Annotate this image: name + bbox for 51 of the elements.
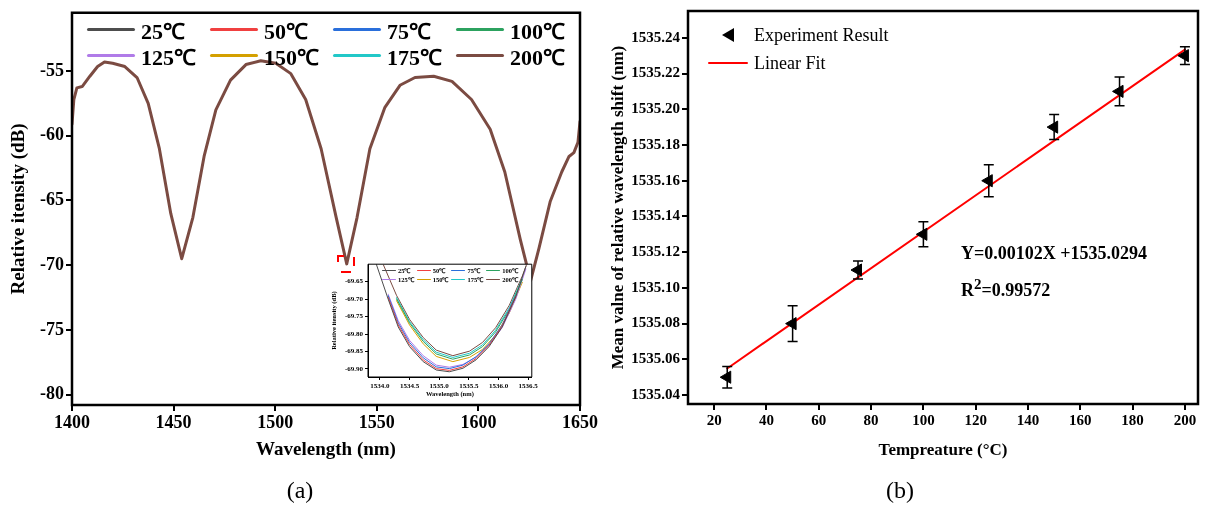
legend-label: 175℃: [387, 44, 442, 70]
x-tick-label: 40: [758, 411, 774, 428]
y-tick-label: -55: [40, 59, 64, 80]
legend-label: 25℃: [141, 17, 185, 45]
x-tick-label: 1600: [460, 412, 497, 433]
x-axis-title: Tempreature (°C): [878, 440, 1008, 460]
x-tick-label: 1450: [155, 412, 192, 433]
legend-label: Experiment Result: [754, 24, 889, 46]
y-tick-label: 1535.20: [631, 100, 680, 117]
x-tick-label: 200: [1173, 411, 1197, 428]
legend-label: 200℃: [510, 44, 565, 70]
legend-label: 125℃: [141, 44, 196, 70]
y-axis-title: Mean valne of relative wavelength shift (nm): [607, 45, 627, 370]
y-axis-title: Relative itensity (dB): [7, 123, 30, 295]
x-axis-title: Wavelength (nm): [256, 437, 396, 460]
x-tick-label: 140: [1016, 411, 1040, 428]
y-tick-label: -80: [40, 383, 64, 404]
y-tick-label: 1535.10: [631, 278, 680, 295]
y-tick-label: 1535.24: [631, 28, 681, 45]
y-tick-label: 1535.08: [631, 314, 680, 331]
y-tick-label: -75: [40, 318, 64, 339]
y-tick-label: 1535.14: [631, 207, 681, 224]
y-tick-label: 1535.06: [631, 350, 681, 367]
y-tick-label: 1535.16: [631, 171, 681, 188]
x-tick-label: 180: [1121, 411, 1144, 428]
y-tick-label: -70: [40, 253, 64, 274]
legend-label: Linear Fit: [754, 52, 826, 74]
y-tick-label: 1535.18: [631, 135, 680, 152]
x-tick-label: 100: [912, 411, 935, 428]
x-tick-label: 160: [1069, 411, 1092, 428]
x-tick-label: 1400: [54, 412, 90, 433]
x-tick-label: 20: [706, 411, 722, 428]
y-tick-label: 1535.22: [631, 64, 680, 81]
y-tick-label: -60: [40, 124, 64, 145]
x-tick-label: 80: [863, 411, 879, 428]
y-tick-label: -65: [40, 189, 64, 210]
legend-label: 100℃: [510, 17, 565, 45]
x-tick-label: 1550: [358, 412, 395, 433]
annotation: R$^{2}$=0.99572: [961, 275, 1051, 301]
x-tick-label: 60: [811, 411, 827, 428]
legend-label: 75℃: [387, 17, 431, 45]
text: (a): [286, 476, 314, 504]
annotation: Y=0.00102X +1535.0294: [961, 242, 1148, 264]
x-tick-label: 1500: [257, 412, 294, 433]
y-tick-label: 1535.12: [631, 243, 680, 260]
x-tick-label: 120: [964, 411, 987, 428]
legend-label: 50℃: [264, 17, 308, 45]
x-tick-label: 1650: [562, 412, 598, 433]
y-tick-label: 1535.04: [631, 385, 681, 402]
text: (b): [886, 476, 914, 504]
legend-label: 150℃: [264, 44, 319, 70]
